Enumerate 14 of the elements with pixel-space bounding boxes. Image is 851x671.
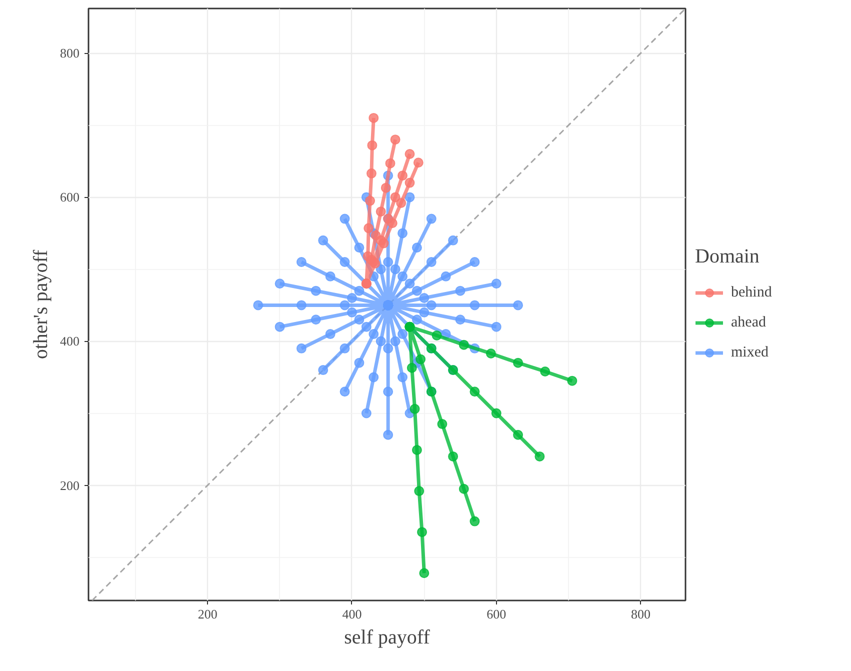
y-tick-label: 400 bbox=[60, 334, 80, 349]
x-tick-label: 600 bbox=[486, 606, 506, 622]
x-tick-label: 400 bbox=[342, 606, 362, 622]
x-axis-title: self payoff bbox=[344, 626, 430, 648]
y-tick-label: 600 bbox=[60, 190, 80, 205]
legend-label: behind bbox=[731, 284, 772, 301]
y-axis-title: other's payoff bbox=[30, 250, 52, 360]
legend-label: ahead bbox=[731, 314, 766, 331]
y-tick-label: 800 bbox=[60, 46, 80, 61]
y-tick-label: 200 bbox=[60, 478, 80, 493]
x-tick-label: 200 bbox=[198, 606, 218, 622]
legend-label: mixed bbox=[731, 344, 768, 361]
legend-title: Domain bbox=[695, 246, 760, 268]
x-tick-label: 800 bbox=[630, 606, 650, 622]
